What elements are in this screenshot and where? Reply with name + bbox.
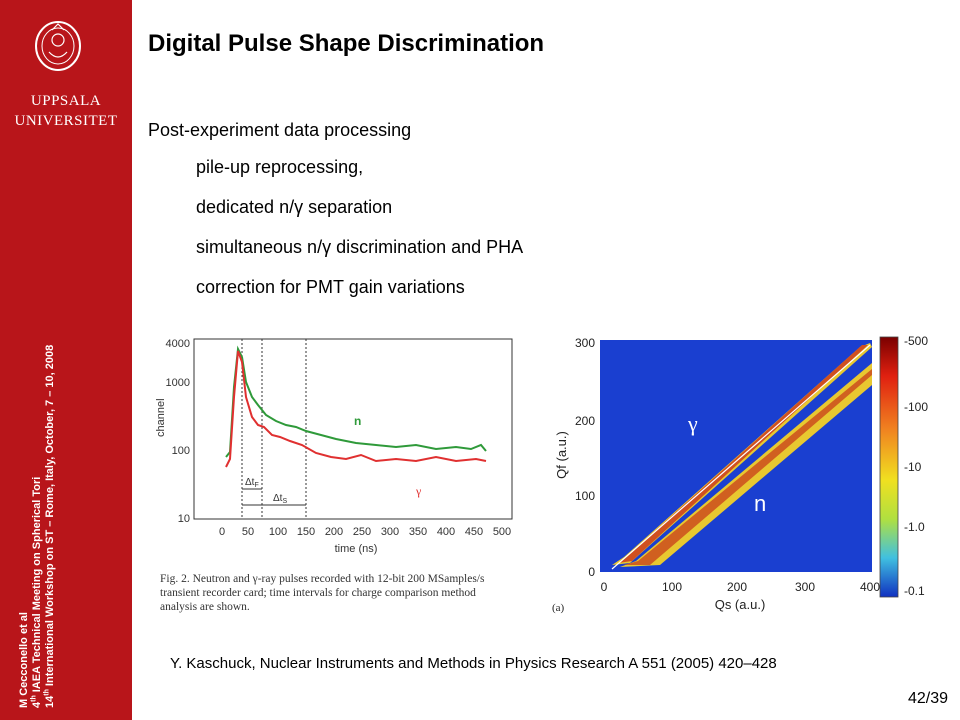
- separation-line: [611, 344, 871, 570]
- x-tick: 450: [465, 526, 483, 538]
- x-tick: 400: [437, 526, 455, 538]
- discrimination-plot: γ n 0 100 200 300 0 100 200 300 400 Qs (…: [552, 334, 928, 614]
- x-tick: 300: [381, 526, 399, 538]
- x-ticks: 0 50 100 150 200 250 300 350 400 450 500: [219, 526, 511, 538]
- dtf-label: ΔtF: [245, 477, 259, 489]
- x-tick: 0: [219, 526, 225, 538]
- x-tick: 350: [409, 526, 427, 538]
- figure-caption: Fig. 2. Neutron and γ-ray pulses recorde…: [160, 573, 485, 613]
- credit-author: M Cecconello et al: [18, 612, 30, 708]
- vertical-credit: M Cecconello et al 4th IAEA Technical Me…: [18, 208, 57, 708]
- slide-title: Digital Pulse Shape Discrimination: [148, 30, 545, 57]
- neutron-label: n: [754, 491, 766, 516]
- y-tick: 0: [588, 565, 595, 579]
- colorbar-tick: -100: [904, 400, 928, 414]
- x-tick: 0: [601, 580, 608, 594]
- x-axis-label: time (ns): [335, 543, 378, 555]
- x-tick: 250: [353, 526, 371, 538]
- y-tick: 10: [178, 513, 190, 525]
- y-axis-label: Qf (a.u.): [554, 431, 569, 479]
- x-tick: 150: [297, 526, 315, 538]
- plot-frame: [193, 338, 513, 520]
- y-tick: 1000: [166, 377, 190, 389]
- x-tick: 300: [795, 580, 815, 594]
- colorbar-tick: -1.0: [904, 520, 925, 534]
- sidebar: UPPSALA UNIVERSITET M Cecconello et al 4…: [0, 0, 132, 720]
- panel-label: (a): [552, 602, 565, 614]
- y-tick: 4000: [166, 338, 190, 350]
- neutron-label: n: [354, 414, 361, 428]
- neutron-pulse-line: [225, 345, 487, 458]
- x-tick: 400: [860, 580, 880, 594]
- x-tick: 200: [325, 526, 343, 538]
- dts-label: ΔtS: [273, 493, 287, 505]
- x-tick: 200: [727, 580, 747, 594]
- gamma-label: γ: [687, 411, 698, 436]
- pulse-figure: 4000 1000 100 10 channel 0 50 100 150 20…: [146, 327, 535, 629]
- lead-text: Post-experiment data processing: [148, 120, 412, 140]
- x-tick: 50: [242, 526, 254, 538]
- colorbar-tick: -10: [904, 460, 922, 474]
- bullet-item: correction for PMT gain variations: [196, 277, 465, 297]
- page-number: 42/39: [907, 690, 948, 707]
- y-tick: 200: [575, 414, 595, 428]
- y-tick: 100: [172, 445, 190, 457]
- gamma-band-core: [618, 345, 868, 563]
- bullet-item: simultaneous n/γ discrimination and PHA: [196, 237, 524, 257]
- logo-text-universitet: UNIVERSITET: [14, 113, 118, 129]
- scatter-figure: γ n 0 100 200 300 0 100 200 300 400 Qs (…: [540, 325, 940, 615]
- x-axis-label: Qs (a.u.): [715, 597, 766, 612]
- university-seal-icon: [35, 21, 81, 71]
- colorbar: [879, 336, 899, 598]
- colorbar-tick: -500: [904, 334, 928, 348]
- credit-meeting: 4th IAEA Technical Meeting on Spherical …: [30, 476, 43, 708]
- y-axis-label: channel: [155, 398, 167, 437]
- x-tick: 100: [269, 526, 287, 538]
- bullet-item: pile-up reprocessing,: [196, 157, 364, 177]
- x-tick: 100: [662, 580, 682, 594]
- colorbar-tick: -0.1: [904, 584, 925, 598]
- y-tick: 300: [575, 336, 595, 350]
- credit-workshop: 14th International Workshop on ST – Rome…: [43, 344, 56, 708]
- bullet-item: dedicated n/γ separation: [196, 197, 393, 217]
- y-tick: 100: [575, 489, 595, 503]
- reference-citation: Y. Kaschuck, Nuclear Instruments and Met…: [170, 655, 777, 672]
- pulse-plot: 4000 1000 100 10 channel 0 50 100 150 20…: [155, 338, 513, 555]
- gamma-pulse-line: [225, 350, 487, 468]
- gamma-label: γ: [415, 484, 422, 498]
- logo-text-uppsala: UPPSALA: [30, 93, 102, 109]
- x-tick: 500: [493, 526, 511, 538]
